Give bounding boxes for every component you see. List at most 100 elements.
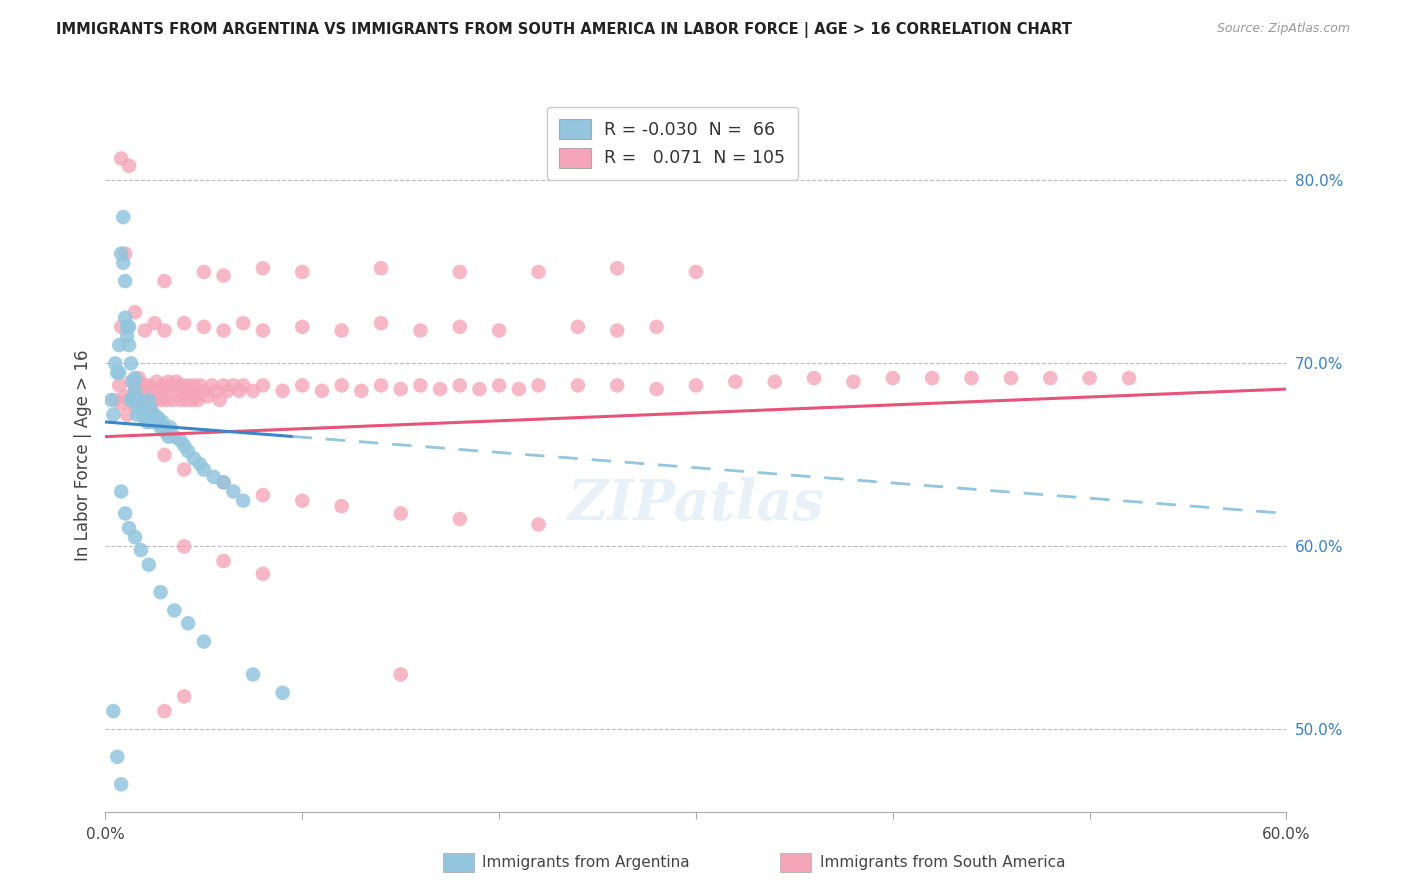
- Point: [138, 378, 160, 392]
- Point: [685, 378, 707, 392]
- Point: [242, 384, 264, 398]
- Point: [100, 392, 122, 407]
- Point: [606, 261, 628, 276]
- Point: [606, 378, 628, 392]
- Point: [193, 319, 215, 334]
- Point: [409, 378, 432, 392]
- Point: [173, 462, 195, 476]
- Point: [291, 319, 314, 334]
- Text: Immigrants from Argentina: Immigrants from Argentina: [482, 855, 690, 870]
- Point: [212, 268, 235, 283]
- Point: [212, 475, 235, 490]
- Point: [139, 402, 162, 417]
- Point: [128, 371, 150, 385]
- Point: [252, 261, 274, 276]
- Point: [157, 429, 180, 443]
- Point: [179, 384, 201, 398]
- Point: [134, 411, 156, 425]
- Point: [201, 378, 224, 392]
- Point: [291, 378, 314, 392]
- Point: [330, 378, 353, 392]
- Point: [508, 382, 530, 396]
- Point: [118, 521, 141, 535]
- Point: [153, 448, 176, 462]
- Point: [271, 686, 294, 700]
- Point: [165, 375, 187, 389]
- Y-axis label: In Labor Force | Age > 16: In Labor Force | Age > 16: [73, 349, 91, 561]
- Point: [960, 371, 983, 385]
- Point: [449, 378, 471, 392]
- Point: [159, 378, 181, 392]
- Point: [204, 384, 226, 398]
- Point: [110, 777, 132, 791]
- Point: [118, 392, 141, 407]
- Point: [232, 378, 254, 392]
- Point: [112, 210, 135, 224]
- Point: [389, 507, 412, 521]
- Point: [183, 378, 205, 392]
- Point: [232, 316, 254, 330]
- Point: [108, 378, 131, 392]
- Point: [145, 375, 167, 389]
- Point: [193, 462, 215, 476]
- Point: [488, 378, 510, 392]
- Point: [449, 319, 471, 334]
- Point: [115, 408, 138, 422]
- Point: [128, 392, 150, 407]
- Point: [104, 392, 127, 407]
- Point: [882, 371, 904, 385]
- Point: [118, 319, 141, 334]
- Point: [124, 371, 146, 385]
- Point: [129, 402, 152, 417]
- Text: IMMIGRANTS FROM ARGENTINA VS IMMIGRANTS FROM SOUTH AMERICA IN LABOR FORCE | AGE : IMMIGRANTS FROM ARGENTINA VS IMMIGRANTS …: [56, 22, 1073, 38]
- Point: [389, 382, 412, 396]
- Point: [222, 484, 245, 499]
- Point: [212, 475, 235, 490]
- Point: [153, 274, 176, 288]
- Point: [1078, 371, 1101, 385]
- Point: [142, 415, 165, 429]
- Point: [449, 512, 471, 526]
- Text: Source: ZipAtlas.com: Source: ZipAtlas.com: [1216, 22, 1350, 36]
- Point: [135, 392, 157, 407]
- Point: [152, 378, 174, 392]
- Point: [449, 265, 471, 279]
- Point: [252, 324, 274, 338]
- Point: [187, 392, 209, 407]
- Point: [138, 392, 160, 407]
- Point: [1000, 371, 1022, 385]
- Point: [527, 265, 550, 279]
- Point: [197, 389, 219, 403]
- Point: [148, 384, 170, 398]
- Point: [242, 667, 264, 681]
- Point: [173, 439, 195, 453]
- Point: [291, 265, 314, 279]
- Point: [177, 378, 200, 392]
- Point: [110, 397, 132, 411]
- Point: [173, 690, 195, 704]
- Point: [134, 384, 156, 398]
- Point: [118, 159, 141, 173]
- Point: [120, 375, 142, 389]
- Point: [135, 415, 157, 429]
- Point: [330, 499, 353, 513]
- Point: [124, 384, 146, 398]
- Point: [208, 392, 231, 407]
- Point: [193, 384, 215, 398]
- Text: Immigrants from South America: Immigrants from South America: [820, 855, 1066, 870]
- Point: [803, 371, 825, 385]
- Point: [172, 378, 194, 392]
- Point: [177, 616, 200, 631]
- Point: [468, 382, 491, 396]
- Point: [114, 507, 136, 521]
- Point: [103, 408, 125, 422]
- Point: [193, 634, 215, 648]
- Point: [921, 371, 943, 385]
- Point: [291, 493, 314, 508]
- Point: [173, 384, 195, 398]
- Point: [567, 319, 589, 334]
- Point: [1118, 371, 1140, 385]
- Point: [115, 319, 138, 334]
- Point: [429, 382, 451, 396]
- Point: [104, 356, 127, 370]
